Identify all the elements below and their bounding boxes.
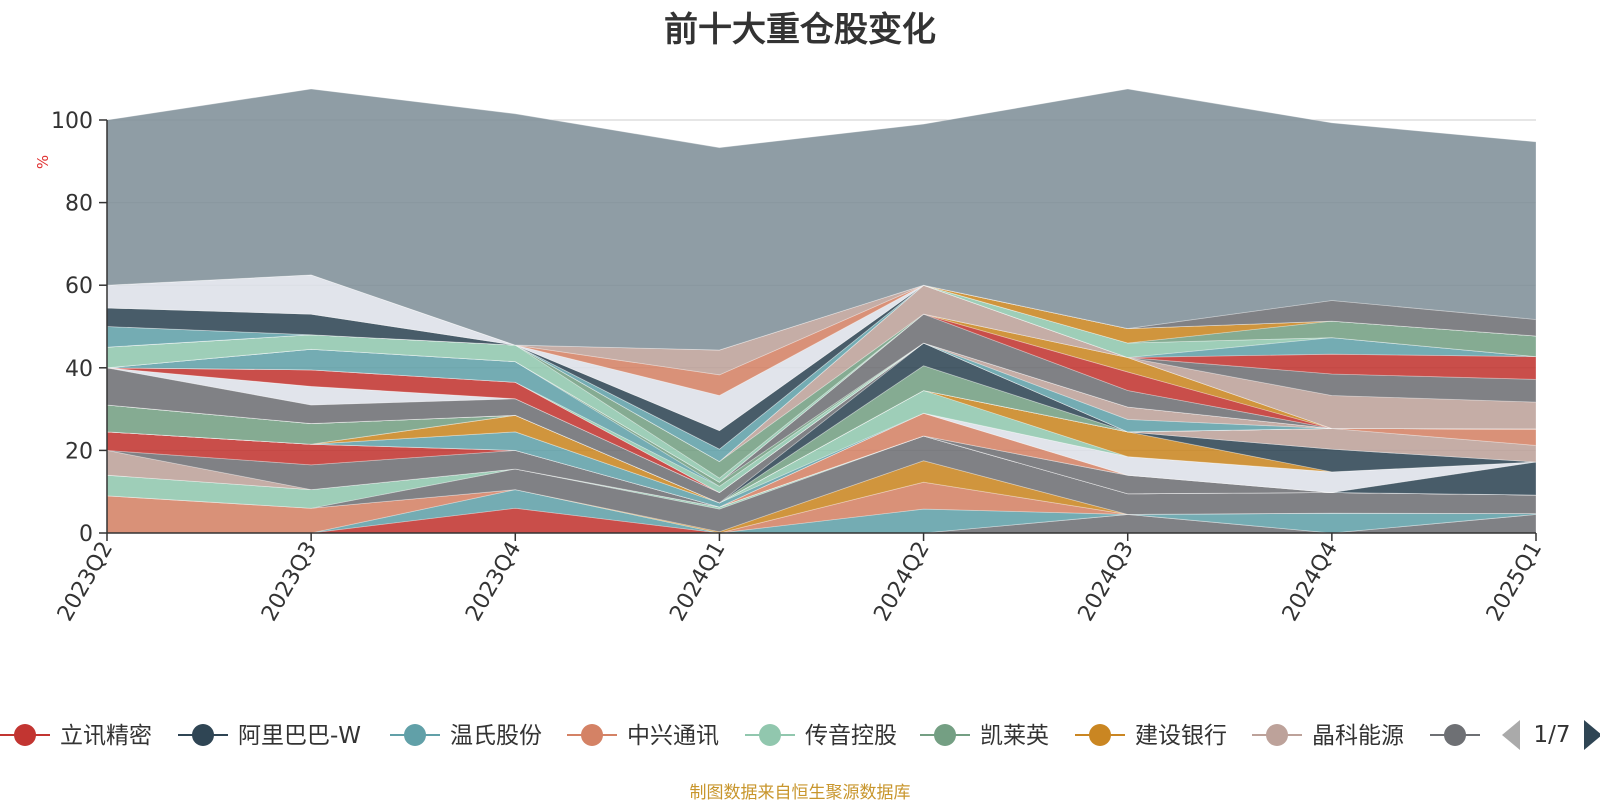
x-tick-label: 2024Q3 (1074, 538, 1139, 626)
x-tick-label: 2023Q4 (461, 538, 526, 626)
legend-label: 中兴通讯 (627, 723, 719, 749)
legend-marker-icon (759, 724, 781, 746)
legend-marker-icon (934, 724, 956, 746)
legend-pager[interactable]: 1/7 (1502, 720, 1600, 750)
y-tick-label: 40 (65, 357, 93, 382)
x-tick-label: 2024Q2 (869, 538, 934, 626)
x-tick-label: 2023Q3 (257, 538, 322, 626)
legend-marker-icon (581, 724, 603, 746)
pager-next-icon[interactable] (1584, 720, 1600, 750)
y-tick-label: 100 (51, 109, 93, 134)
x-tick-label: 2023Q2 (53, 538, 118, 626)
legend[interactable]: 立讯精密 阿里巴巴-W 温氏股份 中兴通讯 传音控股 凯莱英 建设银行 晶科能源 (0, 723, 1480, 749)
y-tick-label: 20 (65, 439, 93, 464)
legend-item[interactable] (1430, 724, 1480, 746)
pager-prev-icon[interactable] (1502, 720, 1520, 750)
legend-label: 凯莱英 (980, 723, 1049, 749)
legend-item[interactable]: 建设银行 (1075, 723, 1227, 749)
y-axis-unit: % (34, 155, 52, 169)
area-series (106, 88, 1537, 351)
legend-marker-icon (1266, 724, 1288, 746)
legend-label: 建设银行 (1135, 723, 1227, 749)
legend-label: 温氏股份 (450, 723, 542, 749)
y-tick-label: 0 (79, 522, 93, 547)
legend-item[interactable]: 凯莱英 (920, 723, 1049, 749)
source-note: 制图数据来自恒生聚源数据库 (689, 783, 911, 803)
legend-label: 立讯精密 (60, 723, 152, 749)
legend-item[interactable]: 温氏股份 (390, 723, 542, 749)
legend-marker-icon (1444, 724, 1466, 746)
legend-item[interactable]: 阿里巴巴-W (178, 723, 361, 749)
legend-item[interactable]: 传音控股 (745, 723, 897, 749)
legend-label: 传音控股 (805, 723, 897, 749)
x-tick-label: 2025Q1 (1482, 538, 1547, 626)
x-tick-label: 2024Q1 (665, 538, 730, 626)
area-series-group (106, 88, 1537, 534)
y-tick-label: 80 (65, 192, 93, 217)
legend-item[interactable]: 中兴通讯 (567, 723, 719, 749)
legend-item[interactable]: 立讯精密 (0, 723, 152, 749)
y-tick-label: 60 (65, 274, 93, 299)
chart-title: 前十大重仓股变化 (664, 10, 936, 50)
x-tick-label: 2024Q4 (1278, 538, 1343, 626)
legend-marker-icon (1089, 724, 1111, 746)
legend-label: 阿里巴巴-W (238, 723, 361, 749)
legend-item[interactable]: 晶科能源 (1252, 723, 1404, 749)
legend-marker-icon (192, 724, 214, 746)
legend-marker-icon (404, 724, 426, 746)
legend-page-indicator: 1/7 (1533, 722, 1570, 748)
legend-marker-icon (14, 724, 36, 746)
legend-label: 晶科能源 (1312, 723, 1404, 749)
